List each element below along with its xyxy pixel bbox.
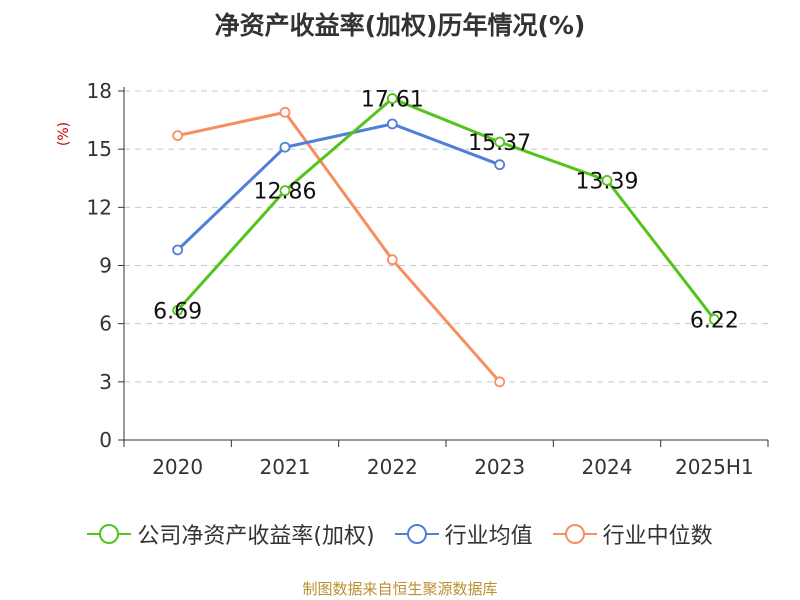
legend-item[interactable]: 行业中位数 [552,518,713,550]
data-point [172,130,184,141]
data-point [172,244,184,256]
data-point [601,174,613,186]
legend-label: 行业中位数 [602,524,713,549]
data-point [386,93,398,104]
x-tick-label: 2021 [260,455,311,479]
legend-label: 公司净资产收益率(加权) [137,524,375,549]
x-tick-label: 2020 [152,455,203,479]
series-line [176,122,501,252]
data-point [494,159,506,171]
data-label: 6.69 [153,299,202,324]
y-tick-label: 0 [99,428,112,452]
data-point [279,185,291,197]
legend-item[interactable]: 公司净资产收益率(加权) [87,518,375,550]
series-line [176,97,716,321]
data-point [386,254,398,266]
y-tick-label: 12 [87,195,112,219]
series-line [177,110,501,383]
legend-marker-icon [552,524,597,544]
y-tick-label: 6 [99,312,112,336]
source-note: 制图数据来自恒生聚源数据库 [302,580,498,598]
data-label: 15.37 [468,131,531,156]
data-label: 13.39 [576,169,639,194]
y-tick-label: 15 [87,137,112,161]
legend-item[interactable]: 行业均值 [394,518,533,550]
data-point [708,314,720,325]
x-tick-label: 2023 [474,455,525,479]
data-point [494,136,506,148]
data-label: 17.61 [361,88,424,113]
y-tick-label: 9 [99,254,112,278]
x-tick-label: 2024 [582,455,633,479]
data-point [279,141,291,153]
data-label: 6.22 [690,308,739,333]
x-tick-label: 2025H1 [675,455,754,479]
legend: 公司净资产收益率(加权) 行业均值 行业中位数 [0,518,800,550]
data-label: 12.86 [254,180,317,205]
chart-title: 净资产收益率(加权)历年情况(%) [214,11,586,40]
data-point [172,304,184,316]
data-point [494,376,506,388]
legend-label: 行业均值 [444,524,533,549]
legend-marker-icon [87,524,132,544]
legend-marker-icon [394,524,439,544]
data-point [386,118,398,130]
data-point [279,106,291,118]
x-tick-label: 2022 [367,455,418,479]
y-tick-label: 3 [99,370,112,394]
y-tick-label: 18 [87,79,112,103]
